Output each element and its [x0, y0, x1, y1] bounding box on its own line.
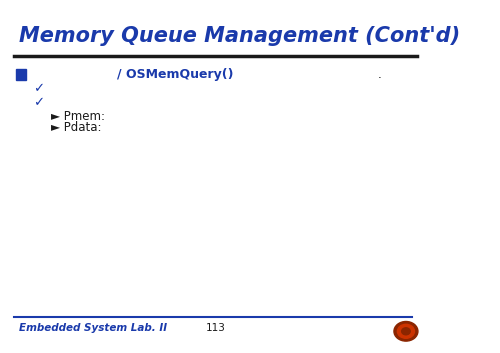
- Text: Embedded System Lab. II: Embedded System Lab. II: [18, 323, 167, 333]
- Circle shape: [402, 328, 410, 335]
- Text: / OSMemQuery(): / OSMemQuery(): [117, 68, 234, 81]
- Text: .: .: [378, 68, 382, 81]
- Text: ► Pdata:: ► Pdata:: [50, 121, 101, 134]
- Text: ► Pmem:: ► Pmem:: [50, 110, 104, 123]
- Text: ✓: ✓: [34, 83, 44, 95]
- Text: ✓: ✓: [34, 96, 44, 109]
- Circle shape: [398, 324, 414, 338]
- Text: 113: 113: [206, 323, 226, 333]
- Bar: [16, 69, 26, 80]
- Circle shape: [394, 322, 418, 341]
- Text: Memory Queue Management (Cont'd): Memory Queue Management (Cont'd): [18, 26, 460, 46]
